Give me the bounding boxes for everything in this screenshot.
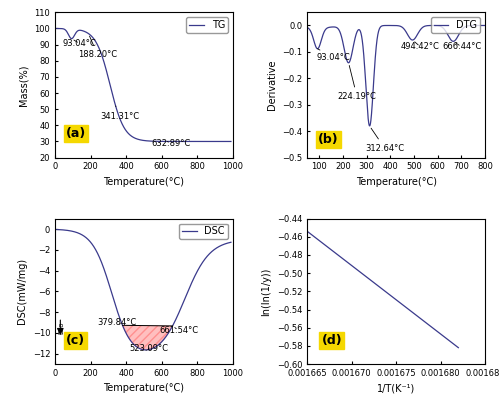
Text: 666.44°C: 666.44°C [442,42,481,51]
X-axis label: Temperature(°C): Temperature(°C) [356,177,436,187]
Text: 661.54°C: 661.54°C [159,326,198,335]
Text: (d): (d) [322,334,342,347]
Text: 632.89°C: 632.89°C [151,139,190,148]
Text: 341.31°C: 341.31°C [100,106,140,121]
Text: (b): (b) [318,133,338,146]
Text: 494.42°C: 494.42°C [401,42,440,51]
Legend: DTG: DTG [431,17,480,33]
X-axis label: Temperature(°C): Temperature(°C) [104,177,184,187]
Y-axis label: ln(ln(1/y)): ln(ln(1/y)) [262,267,272,315]
Text: 188.20°C: 188.20°C [78,36,117,59]
Y-axis label: DSC(mW/mg): DSC(mW/mg) [17,258,27,324]
Text: 312.64°C: 312.64°C [366,128,405,153]
Text: Exo: Exo [58,321,64,334]
Text: (a): (a) [66,127,86,140]
X-axis label: Temperature(°C): Temperature(°C) [104,383,184,393]
Text: 93.04°C: 93.04°C [316,49,350,62]
Text: 523.09°C: 523.09°C [130,344,168,353]
Text: (c): (c) [66,334,85,347]
Legend: TG: TG [186,17,228,33]
X-axis label: 1/T(K⁻¹): 1/T(K⁻¹) [377,383,416,393]
Text: 224.19°C: 224.19°C [338,65,376,101]
Y-axis label: Mass(%): Mass(%) [19,64,29,106]
Text: 93.04°C: 93.04°C [63,39,96,48]
Y-axis label: Derivative: Derivative [266,60,276,110]
Text: 379.84°C: 379.84°C [98,317,137,326]
Legend: DSC: DSC [179,224,228,239]
